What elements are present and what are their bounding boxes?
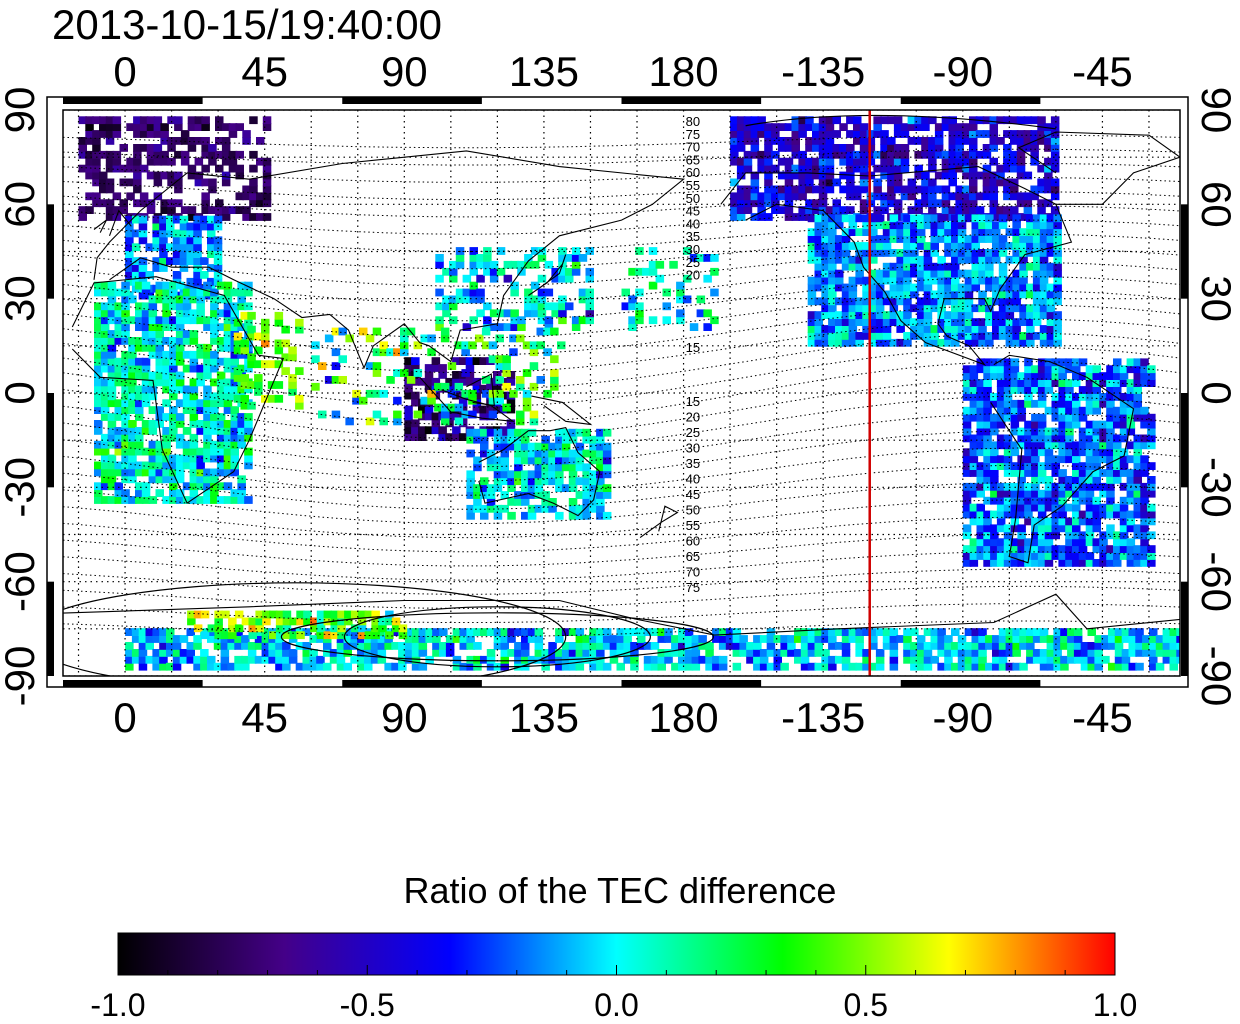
contour-label: 35 — [686, 229, 700, 244]
contour-labels: 8075706560555045403530252015152025303540… — [686, 114, 700, 595]
contour-label: 30 — [686, 242, 700, 257]
contour-label: 15 — [686, 394, 700, 409]
axis-border-segment — [47, 393, 54, 488]
right-tick-label: -60 — [1193, 551, 1240, 612]
bottom-tick-label: -135 — [781, 694, 865, 741]
top-tick-label: -90 — [932, 48, 993, 95]
contour-label: 30 — [686, 441, 700, 456]
contour-label: 50 — [686, 503, 700, 518]
map-axes: 0 0 45 45 90 90 135 135 180 180 -135 -135 -90 -90 -45 -… — [0, 48, 1240, 741]
bottom-tick-label: 0 — [113, 694, 136, 741]
map-frame — [62, 109, 1181, 677]
right-tick-label: 60 — [1193, 181, 1240, 228]
axis-border-segment — [621, 97, 762, 104]
colorbar-tick-label: 1.0 — [1093, 987, 1137, 1023]
axis-border-segment — [63, 680, 203, 687]
left-tick-label: 0 — [0, 381, 43, 404]
colorbar-ticks: -1.0 -0.5 0.0 0.5 1.0 — [90, 965, 1137, 1023]
left-tick-label: 30 — [0, 275, 43, 322]
contour-label: 20 — [686, 268, 700, 283]
contour-label: 80 — [686, 114, 700, 129]
axis-border-segment — [63, 97, 203, 104]
left-tick-label: 60 — [0, 181, 43, 228]
axis-box — [46, 96, 1189, 688]
bottom-tick-label: -45 — [1072, 694, 1133, 741]
axis-border-segment — [1181, 393, 1188, 488]
contour-label: 20 — [686, 410, 700, 425]
colorbar-tick-label: 0.0 — [594, 987, 638, 1023]
left-tick-label: -90 — [0, 646, 43, 707]
axis-border-segment — [47, 581, 54, 676]
contour-label: 65 — [686, 152, 700, 167]
map-timestamp-title: 2013-10-15/19:40:00 — [52, 1, 442, 48]
top-tick-label: 135 — [509, 48, 579, 95]
axis-border-segment — [621, 680, 762, 687]
contour-label: 40 — [686, 472, 700, 487]
bottom-tick-label: -90 — [932, 694, 993, 741]
top-tick-label: -135 — [781, 48, 865, 95]
axis-border-segment — [900, 97, 1041, 104]
contour-label: 70 — [686, 140, 700, 155]
magnetic-latitude-contours — [63, 114, 1180, 676]
axis-border-segment — [1181, 204, 1188, 299]
colorbar-tick-label: -1.0 — [90, 987, 145, 1023]
top-tick-label: 90 — [381, 48, 428, 95]
right-tick-label: -90 — [1193, 646, 1240, 707]
lat-lon-dotted-grid — [63, 110, 1180, 676]
axis-border-segment — [342, 680, 482, 687]
axis-border-segment — [900, 680, 1041, 687]
bottom-tick-label: 90 — [381, 694, 428, 741]
axis-border-segment — [47, 204, 54, 299]
top-tick-label: 45 — [241, 48, 288, 95]
contour-label: 75 — [686, 127, 700, 142]
right-tick-label: 90 — [1193, 87, 1240, 134]
contour-label: 65 — [686, 549, 700, 564]
contour-label: 45 — [686, 204, 700, 219]
contour-label: 15 — [686, 340, 700, 355]
colorbar-tick-label: -0.5 — [340, 987, 395, 1023]
left-tick-label: 90 — [0, 87, 43, 134]
contour-label: 35 — [686, 456, 700, 471]
contour-label: 50 — [686, 191, 700, 206]
right-tick-label: -30 — [1193, 457, 1240, 518]
tec-ratio-patches — [78, 116, 1180, 671]
colorbar-tick-label: 0.5 — [844, 987, 888, 1023]
axis-border-segment — [342, 97, 482, 104]
right-tick-label: 0 — [1193, 381, 1240, 404]
top-tick-label: -45 — [1072, 48, 1133, 95]
bottom-tick-label: 135 — [509, 694, 579, 741]
axis-border-segment — [1181, 581, 1188, 676]
top-tick-label: 0 — [113, 48, 136, 95]
colorbar-title: Ratio of the TEC difference — [403, 870, 837, 911]
contour-label: 70 — [686, 565, 700, 580]
top-tick-label: 180 — [649, 48, 719, 95]
bottom-tick-label: 180 — [649, 694, 719, 741]
contour-label: 25 — [686, 255, 700, 270]
contour-label: 55 — [686, 178, 700, 193]
contour-label: 45 — [686, 487, 700, 502]
left-tick-label: -30 — [0, 457, 43, 518]
left-tick-label: -60 — [0, 551, 43, 612]
contour-label: 60 — [686, 165, 700, 180]
contour-label: 75 — [686, 580, 700, 595]
right-tick-label: 30 — [1193, 275, 1240, 322]
contour-label: 25 — [686, 425, 700, 440]
contour-label: 60 — [686, 534, 700, 549]
contour-label: 40 — [686, 216, 700, 231]
bottom-tick-label: 45 — [241, 694, 288, 741]
coastlines — [63, 131, 1180, 636]
contour-label: 55 — [686, 518, 700, 533]
